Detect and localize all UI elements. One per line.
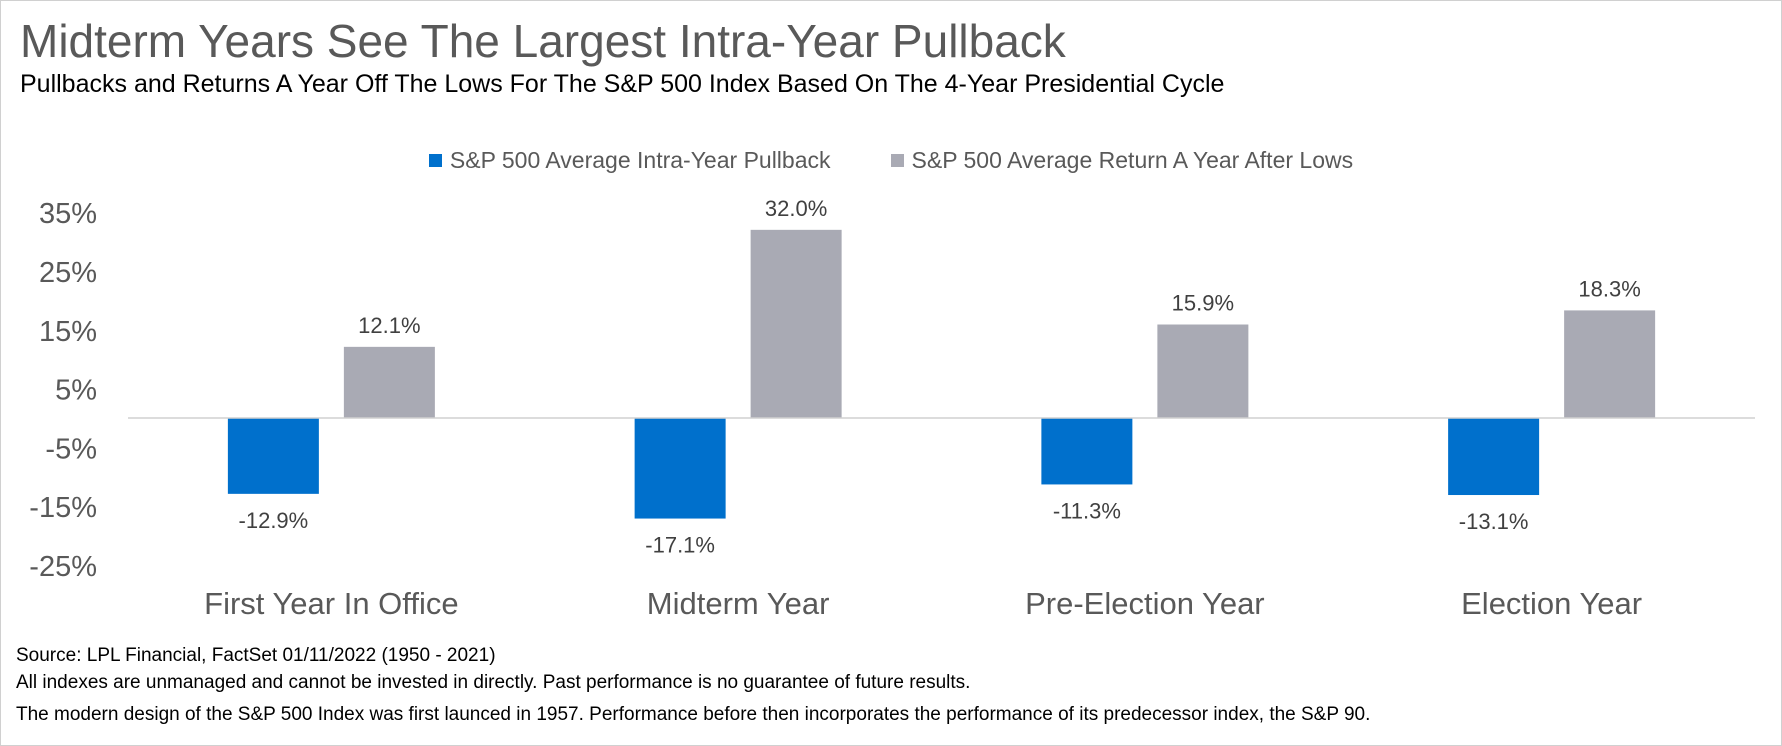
legend-label-return: S&P 500 Average Return A Year After Lows xyxy=(911,147,1354,173)
y-tick-label: 15% xyxy=(39,316,97,348)
footer-note: The modern design of the S&P 500 Index w… xyxy=(16,704,1371,725)
legend-item-pullback: S&P 500 Average Intra-Year Pullback xyxy=(428,147,831,174)
y-tick-label: -25% xyxy=(29,551,97,583)
data-label-return: 12.1% xyxy=(358,313,420,338)
x-category-label: Midterm Year xyxy=(647,586,830,620)
footer-disclaimer: All indexes are unmanaged and cannot be … xyxy=(16,672,971,693)
y-tick-label: 25% xyxy=(39,257,97,289)
legend-item-return: S&P 500 Average Return A Year After Lows xyxy=(890,147,1354,174)
data-label-pullback: -11.3% xyxy=(1053,498,1121,523)
chart-svg: 35% 25% 15% 5% -5% -15% -25% -12.9% 12.1% First Y… xyxy=(29,196,1755,620)
chart-title: Midterm Years See The Largest Intra-Year… xyxy=(20,15,1066,67)
legend: S&P 500 Average Intra-Year Pullback S&P … xyxy=(0,147,1782,174)
data-label-return: 18.3% xyxy=(1578,276,1640,301)
bar-pullback xyxy=(1448,418,1540,496)
data-label-return: 15.9% xyxy=(1172,291,1234,316)
bar-pullback xyxy=(634,418,726,519)
footer-source: Source: LPL Financial, FactSet 01/11/202… xyxy=(16,645,496,666)
x-category-label: Election Year xyxy=(1461,586,1642,620)
data-label-pullback: -13.1% xyxy=(1459,509,1529,534)
data-label-pullback: -12.9% xyxy=(239,508,309,533)
bar-return xyxy=(750,229,842,418)
bar-pullback xyxy=(227,418,319,494)
legend-swatch-pullback xyxy=(428,154,442,167)
y-tick-label: -5% xyxy=(45,433,97,465)
y-tick-label: 5% xyxy=(55,375,97,407)
bar-return xyxy=(1157,324,1249,418)
legend-label-pullback: S&P 500 Average Intra-Year Pullback xyxy=(449,147,831,173)
legend-swatch-return xyxy=(890,154,904,167)
y-tick-label: 35% xyxy=(39,198,97,230)
bar-return xyxy=(1564,310,1656,418)
data-label-pullback: -17.1% xyxy=(645,533,715,558)
x-category-label: First Year In Office xyxy=(204,586,458,620)
bar-return xyxy=(343,346,435,418)
bar-pullback xyxy=(1041,418,1133,485)
chart-subtitle: Pullbacks and Returns A Year Off The Low… xyxy=(20,70,1225,98)
x-category-label: Pre-Election Year xyxy=(1025,586,1265,620)
data-label-return: 32.0% xyxy=(765,196,827,221)
y-tick-label: -15% xyxy=(29,492,97,524)
